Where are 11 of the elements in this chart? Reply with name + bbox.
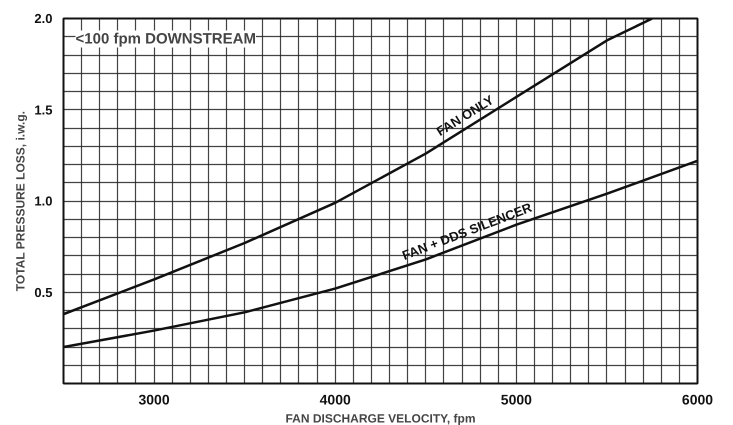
y-tick-label: 0.5 — [34, 284, 53, 300]
x-axis-title: FAN DISCHARGE VELOCITY, fpm — [285, 412, 476, 425]
annotation: <100 fpm DOWNSTREAM — [76, 30, 256, 48]
y-tick-label: 2.0 — [34, 11, 53, 26]
y-axis-title: TOTAL PRESSURE LOSS, i.w.g. — [13, 110, 28, 292]
x-tick-label: 6000 — [682, 392, 714, 408]
x-tick-label: 4000 — [320, 392, 351, 408]
y-tick-label: 1.5 — [34, 102, 53, 118]
x-tick-label: 5000 — [500, 392, 532, 408]
x-tick-label: 3000 — [138, 392, 170, 408]
y-tick-label: 1.0 — [34, 194, 53, 208]
